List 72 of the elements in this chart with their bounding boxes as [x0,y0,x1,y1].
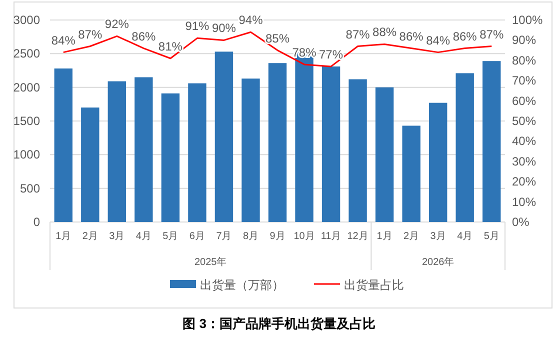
text: 图 3：国产品牌手机出货量及占比 [182,316,376,331]
data-label: 85% [265,31,290,46]
x-tick-label: 4月 [136,231,152,242]
data-label: 87% [78,27,102,42]
x-tick-label: 10月 [294,231,315,242]
x-tick-label: 5月 [484,231,500,242]
bar [402,126,420,222]
x-tick-label: 12月 [347,231,368,242]
x-tick-label: 2月 [82,231,98,242]
bar [428,102,448,222]
y2-tick-label: 10% [512,194,536,209]
x-tick-label: 11月 [320,231,342,242]
x-tick-label: 7月 [216,231,232,242]
bar [81,108,100,222]
x-tick-label: 2月 [404,231,420,242]
x-tick-label: 4月 [457,231,473,242]
data-label: 87% [346,27,370,42]
bar [188,83,206,222]
bar [161,93,180,222]
data-label: 92% [104,17,130,32]
y-tick-label: 0 [33,215,40,229]
data-label: 84% [426,33,450,48]
y2-tick-label: 20% [512,174,536,189]
x-tick-label: 1月 [376,231,392,242]
y2-tick-label: 70% [512,74,536,88]
data-label: 84% [51,33,76,48]
legend-label: 出货量（万部） [200,278,284,292]
y2-tick-label: 90% [512,33,536,48]
data-label: 81% [158,39,183,54]
bar [242,78,260,222]
y2-tick-label: 50% [512,114,536,128]
bar [268,63,287,222]
data-label: 94% [238,13,264,28]
data-label: 86% [132,29,156,44]
bar [482,61,501,222]
y-tick-label: 1500 [13,114,40,128]
y2-tick-label: 80% [512,53,536,68]
text: 2025年 [194,256,227,268]
y-tick-label: 3000 [13,13,40,27]
x-tick-label: 3月 [109,231,125,242]
data-label: 88% [372,25,397,40]
bar [348,79,367,222]
x-tick-label: 8月 [242,231,259,242]
x-tick-label: 3月 [430,231,446,242]
data-label: 91% [185,19,210,34]
bar [214,52,234,222]
y-tick-label: 2500 [13,46,40,61]
data-label: 86% [452,29,478,44]
y2-tick-label: 0% [512,215,530,229]
y2-tick-label: 100% [512,13,544,27]
y2-tick-label: 30% [512,154,536,168]
x-tick-label: 1月 [56,231,72,242]
bar [108,81,126,222]
bar [54,68,72,222]
bar [134,77,153,222]
y-tick-label: 2000 [13,80,40,94]
y-tick-label: 500 [20,181,40,196]
data-label: 87% [480,27,504,42]
x-tick-label: 5月 [162,231,178,242]
y-tick-label: 1000 [13,148,40,162]
bar [322,66,340,222]
x-tick-label: 6月 [189,231,205,242]
x-tick-label: 9月 [270,231,286,242]
y2-tick-label: 60% [512,94,536,108]
bar [375,87,394,222]
y2-tick-label: 40% [512,134,536,148]
data-label: 90% [212,21,236,36]
legend-label: 出货量占比 [344,278,404,292]
bar [456,73,474,222]
data-label: 86% [399,29,424,44]
data-label: 77% [319,47,344,62]
text: 2026年 [422,256,454,268]
